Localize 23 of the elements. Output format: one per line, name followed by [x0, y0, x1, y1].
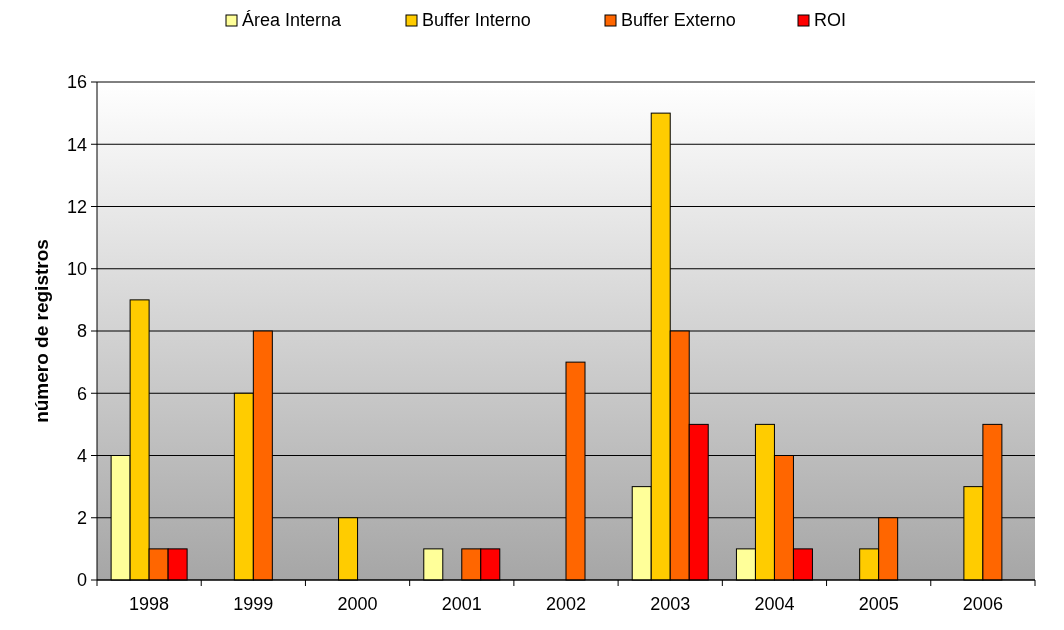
y-tick-label: 14 — [66, 134, 87, 155]
x-tick-label: 2003 — [650, 594, 691, 614]
y-tick-label: 0 — [76, 570, 87, 591]
y-tick-label: 16 — [66, 72, 87, 93]
y-tick-label: 2 — [76, 508, 87, 529]
y-tick-label: 4 — [76, 445, 87, 466]
x-tick-label: 2002 — [545, 594, 587, 614]
y-tick-label: 8 — [76, 321, 87, 342]
y-tick-label: 10 — [66, 259, 87, 280]
x-tick-label: 2005 — [858, 594, 899, 614]
x-tick-label: 2006 — [962, 594, 1003, 614]
x-tick-label: 2000 — [337, 594, 378, 614]
legend-label: Buffer Interno — [422, 10, 531, 30]
x-tick-label: 1999 — [233, 594, 274, 614]
y-tick-label: 12 — [66, 196, 87, 217]
y-axis-title: número de registros — [31, 239, 52, 423]
x-tick-label: 2001 — [441, 594, 482, 614]
legend-label: ROI — [814, 10, 847, 30]
x-tick-label: 1998 — [129, 594, 170, 614]
y-tick-label: 6 — [76, 383, 87, 404]
legend-label: Área Interna — [242, 10, 343, 30]
legend-label: Buffer Externo — [621, 10, 736, 30]
x-tick-label: 2004 — [754, 594, 795, 614]
